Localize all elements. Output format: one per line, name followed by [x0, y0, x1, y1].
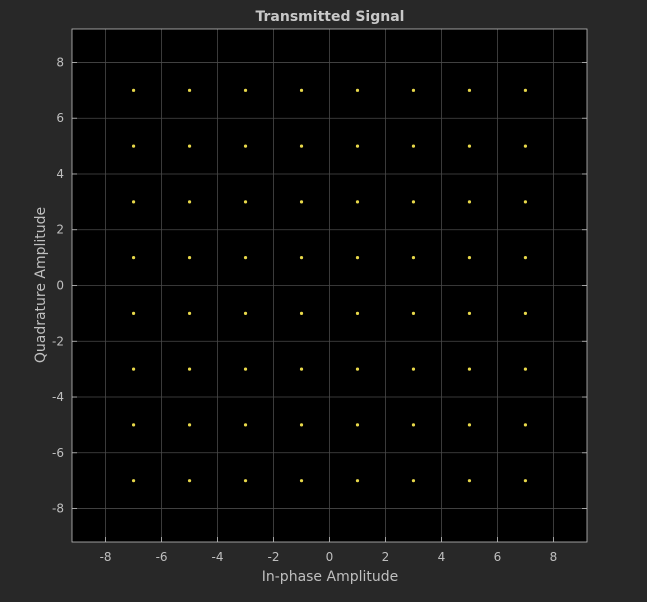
- constellation-point: [523, 88, 528, 92]
- constellation-point: [243, 479, 248, 483]
- constellation-point: [299, 144, 304, 148]
- x-tick-label: -2: [268, 550, 280, 564]
- constellation-point: [131, 144, 136, 148]
- constellation-point: [355, 311, 360, 315]
- y-tick-label: 4: [56, 167, 64, 181]
- constellation-point: [243, 367, 248, 371]
- constellation-point: [187, 479, 192, 483]
- y-tick-label: -8: [52, 502, 64, 516]
- y-tick-label: 2: [56, 223, 64, 237]
- chart-title: Transmitted Signal: [256, 9, 405, 25]
- constellation-point: [467, 88, 472, 92]
- constellation-point: [411, 311, 416, 315]
- constellation-points: [131, 88, 528, 483]
- y-tick-label: -6: [52, 446, 64, 460]
- constellation-point: [355, 200, 360, 204]
- constellation-point: [187, 256, 192, 260]
- constellation-point: [355, 367, 360, 371]
- constellation-point: [131, 311, 136, 315]
- constellation-point: [523, 256, 528, 260]
- x-tick-labels: -8 -6 -4 -2 0 2 4 6 8: [100, 550, 558, 564]
- constellation-point: [411, 423, 416, 427]
- constellation-point: [523, 367, 528, 371]
- constellation-point: [299, 423, 304, 427]
- constellation-point: [299, 200, 304, 204]
- constellation-point: [131, 423, 136, 427]
- constellation-point: [355, 88, 360, 92]
- constellation-point: [131, 88, 136, 92]
- y-tick-label: -4: [52, 390, 64, 404]
- y-tick-label: -2: [52, 334, 64, 348]
- x-tick-label: -4: [212, 550, 224, 564]
- constellation-point: [467, 200, 472, 204]
- constellation-point: [131, 200, 136, 204]
- constellation-point: [411, 479, 416, 483]
- constellation-point: [411, 200, 416, 204]
- constellation-point: [243, 311, 248, 315]
- constellation-point: [299, 311, 304, 315]
- constellation-point: [299, 256, 304, 260]
- constellation-point: [131, 256, 136, 260]
- x-tick-label: 0: [326, 550, 334, 564]
- x-tick-label: -8: [100, 550, 112, 564]
- x-tick-label: 2: [382, 550, 390, 564]
- constellation-point: [523, 144, 528, 148]
- constellation-point: [243, 423, 248, 427]
- constellation-point: [187, 367, 192, 371]
- constellation-point: [187, 200, 192, 204]
- constellation-point: [467, 479, 472, 483]
- axis-ticks: [72, 62, 587, 542]
- constellation-point: [411, 367, 416, 371]
- constellation-point: [243, 200, 248, 204]
- constellation-point: [355, 256, 360, 260]
- constellation-point: [467, 144, 472, 148]
- y-tick-label: 0: [56, 279, 64, 293]
- constellation-point: [355, 423, 360, 427]
- y-tick-labels: -8 -6 -4 -2 0 2 4 6 8: [52, 55, 64, 515]
- constellation-point: [243, 144, 248, 148]
- x-axis-label: In-phase Amplitude: [262, 569, 399, 585]
- constellation-point: [411, 88, 416, 92]
- constellation-point: [355, 479, 360, 483]
- x-tick-label: 8: [550, 550, 558, 564]
- x-tick-label: -6: [156, 550, 168, 564]
- x-tick-label: 4: [438, 550, 446, 564]
- constellation-point: [243, 256, 248, 260]
- y-tick-label: 6: [56, 111, 64, 125]
- constellation-point: [355, 144, 360, 148]
- constellation-point: [411, 256, 416, 260]
- constellation-point: [467, 311, 472, 315]
- constellation-point: [523, 479, 528, 483]
- constellation-point: [187, 88, 192, 92]
- grid-lines: [72, 29, 587, 542]
- constellation-point: [299, 367, 304, 371]
- constellation-point: [187, 144, 192, 148]
- constellation-point: [467, 256, 472, 260]
- constellation-point: [187, 311, 192, 315]
- constellation-point: [523, 311, 528, 315]
- constellation-point: [299, 479, 304, 483]
- constellation-point: [299, 88, 304, 92]
- y-tick-label: 8: [56, 55, 64, 69]
- constellation-point: [467, 423, 472, 427]
- constellation-point: [523, 423, 528, 427]
- constellation-point: [411, 144, 416, 148]
- x-tick-label: 6: [494, 550, 502, 564]
- constellation-point: [243, 88, 248, 92]
- y-axis-label: Quadrature Amplitude: [33, 207, 49, 363]
- constellation-point: [467, 367, 472, 371]
- constellation-point: [131, 479, 136, 483]
- constellation-point: [131, 367, 136, 371]
- constellation-point: [523, 200, 528, 204]
- constellation-point: [187, 423, 192, 427]
